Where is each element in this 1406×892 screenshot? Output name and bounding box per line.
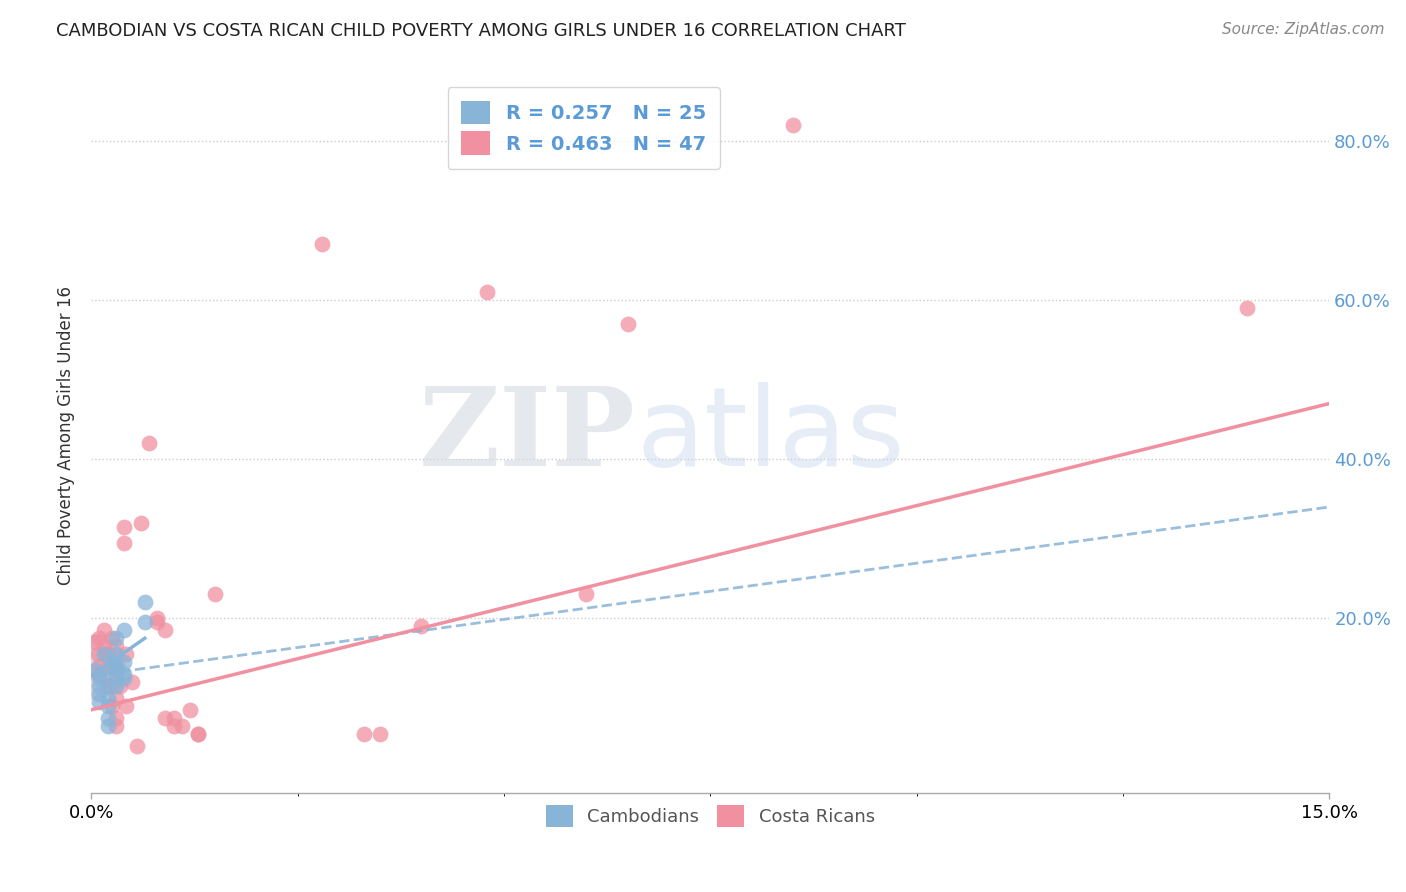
Point [87,647,110,661]
Point [204,587,226,601]
Point [89,667,111,681]
Point [104,671,127,685]
Point [82,659,104,673]
Point [97,679,120,693]
Point [155,624,177,638]
Point [104,659,127,673]
Point [112,671,135,685]
Point [104,659,127,673]
Point [104,679,127,693]
Point [170,719,193,733]
Point [138,436,160,450]
Point [163,719,186,733]
Point [82,663,104,677]
Point [112,624,135,638]
Point [97,679,120,693]
Point [616,317,638,331]
Point [84,663,107,677]
Point [134,615,156,630]
Point [782,118,804,132]
Point [89,687,111,701]
Point [104,719,127,733]
Point [125,739,148,753]
Point [112,520,135,534]
Legend: Cambodians, Costa Ricans: Cambodians, Costa Ricans [538,798,882,834]
Point [134,595,156,609]
Point [179,703,201,717]
Point [101,698,124,713]
Point [311,237,333,252]
Point [97,698,120,713]
Text: CAMBODIAN VS COSTA RICAN CHILD POVERTY AMONG GIRLS UNDER 16 CORRELATION CHART: CAMBODIAN VS COSTA RICAN CHILD POVERTY A… [56,22,905,40]
Text: ZIP: ZIP [419,382,636,489]
Point [146,615,169,630]
Point [89,671,111,685]
Y-axis label: Child Poverty Among Girls Under 16: Child Poverty Among Girls Under 16 [58,286,75,585]
Point [89,659,111,673]
Point [368,727,391,741]
Point [97,690,120,705]
Point [411,619,433,633]
Point [89,679,111,693]
Point [129,516,152,530]
Point [89,632,111,646]
Point [84,635,107,649]
Point [155,711,177,725]
Point [112,535,135,549]
Point [146,611,169,625]
Point [114,698,136,713]
Point [97,659,120,673]
Point [1236,301,1258,315]
Point [114,647,136,661]
Point [112,667,135,681]
Point [353,727,375,741]
Point [97,711,120,725]
Point [163,711,186,725]
Point [108,679,131,693]
Text: Source: ZipAtlas.com: Source: ZipAtlas.com [1222,22,1385,37]
Point [93,624,115,638]
Point [97,719,120,733]
Point [121,675,143,690]
Point [93,647,115,661]
Point [104,711,127,725]
Point [187,727,209,741]
Point [187,727,209,741]
Point [101,655,124,669]
Point [104,632,127,646]
Point [93,667,115,681]
Point [101,632,124,646]
Point [477,285,499,300]
Point [104,690,127,705]
Point [112,655,135,669]
Point [97,647,120,661]
Point [104,647,127,661]
Point [575,587,598,601]
Point [104,639,127,653]
Point [104,663,127,677]
Point [104,675,127,690]
Point [89,695,111,709]
Point [93,639,115,653]
Text: atlas: atlas [636,382,904,489]
